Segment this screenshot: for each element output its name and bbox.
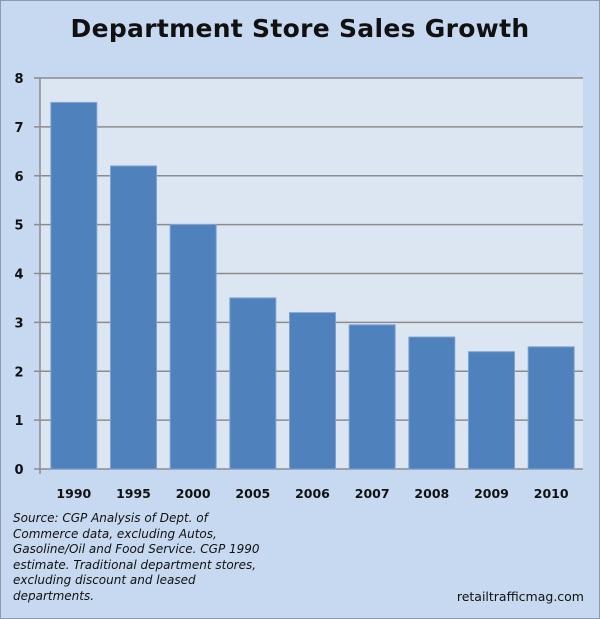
bar bbox=[468, 351, 515, 470]
bar bbox=[110, 165, 157, 470]
x-tick-label: 2008 bbox=[414, 486, 449, 501]
bar bbox=[289, 312, 336, 470]
y-tick-label: 5 bbox=[14, 219, 23, 234]
bar bbox=[348, 324, 396, 470]
x-tick-label: 2007 bbox=[355, 486, 390, 501]
source-note: Source: CGP Analysis of Dept. of Commerc… bbox=[13, 511, 260, 603]
x-tick-label: 2010 bbox=[534, 486, 569, 501]
bar bbox=[229, 297, 277, 470]
credit-text: retailtrafficmag.com bbox=[456, 589, 584, 604]
y-tick-label: 7 bbox=[14, 121, 23, 136]
y-tick-label: 2 bbox=[14, 365, 23, 380]
y-tick-label: 4 bbox=[14, 268, 23, 283]
bar bbox=[169, 224, 217, 470]
bar bbox=[50, 101, 98, 470]
x-tick-label: 2006 bbox=[295, 486, 330, 501]
x-tick-label: 1995 bbox=[116, 486, 151, 501]
x-tick-label: 1990 bbox=[56, 486, 91, 501]
y-tick-label: 8 bbox=[14, 72, 23, 87]
y-tick-label: 0 bbox=[14, 463, 23, 478]
x-tick-label: 2009 bbox=[474, 486, 509, 501]
x-tick-label: 2000 bbox=[176, 486, 211, 501]
bar bbox=[408, 336, 456, 470]
chart-title: Department Store Sales Growth bbox=[70, 14, 530, 43]
bar bbox=[527, 346, 575, 470]
y-tick-label: 3 bbox=[14, 316, 23, 331]
y-tick-label: 1 bbox=[14, 414, 23, 429]
y-tick-label: 6 bbox=[14, 170, 23, 185]
x-tick-label: 2005 bbox=[235, 486, 270, 501]
